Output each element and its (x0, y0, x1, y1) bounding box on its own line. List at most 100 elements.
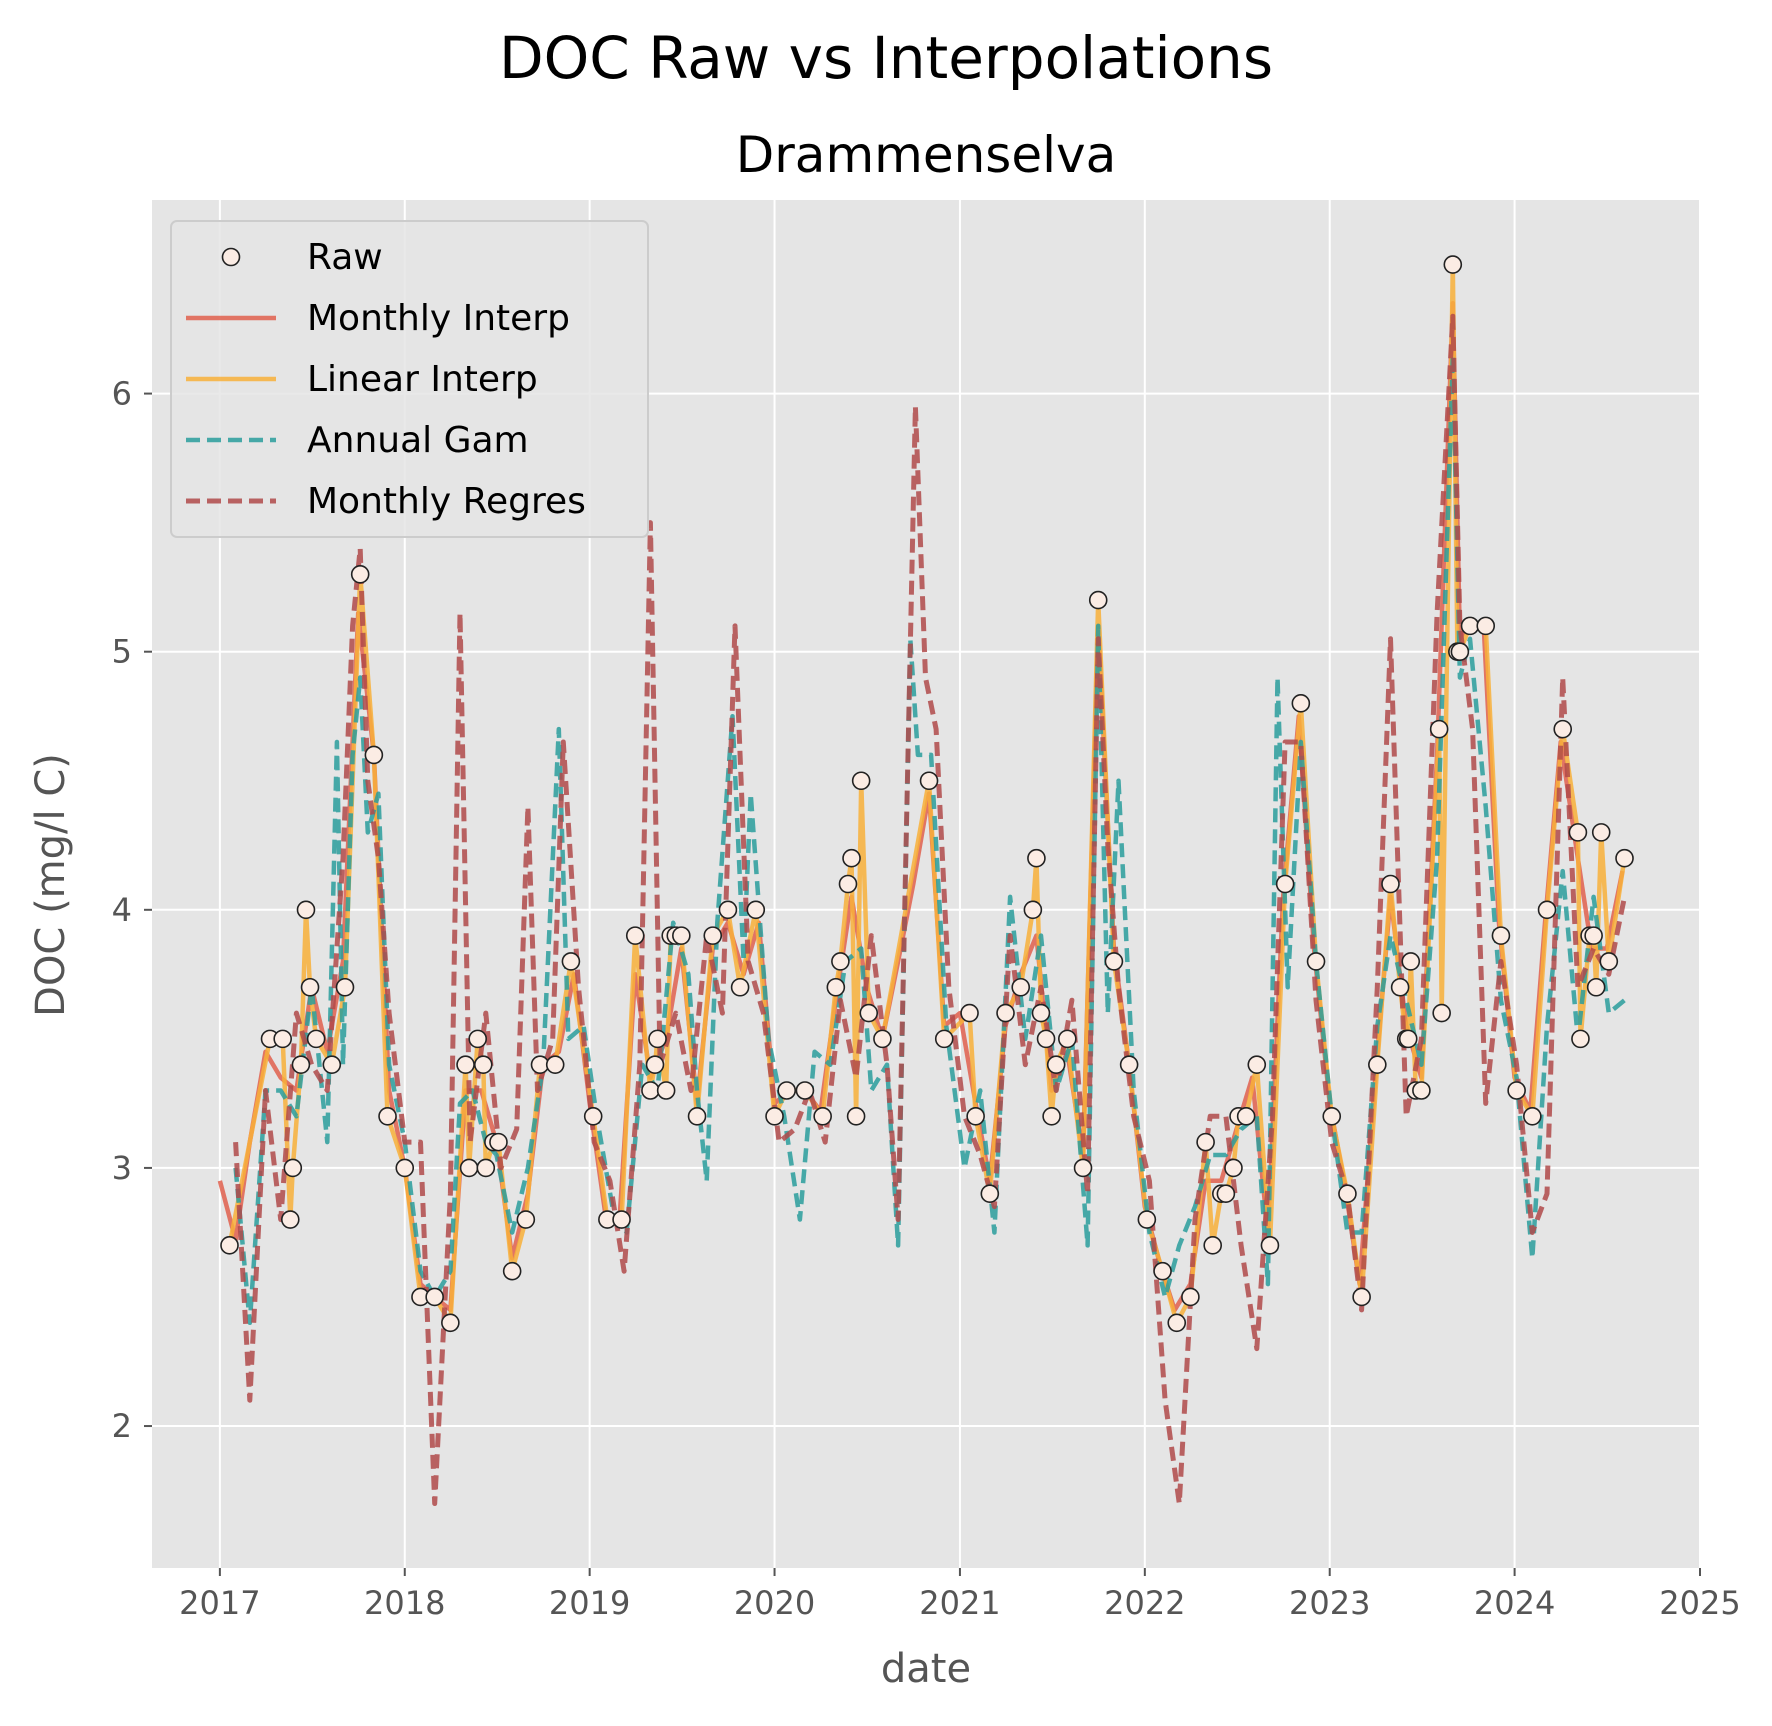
raw-point (291, 1055, 311, 1074)
raw-point (1042, 1107, 1061, 1126)
raw-point (1599, 952, 1619, 971)
raw-point (1523, 1107, 1542, 1126)
raw-point (335, 977, 355, 997)
y-tick-label: 4 (112, 891, 132, 929)
raw-point (656, 1081, 676, 1100)
raw-point (777, 1081, 797, 1100)
raw-point (1412, 1081, 1431, 1100)
raw-point (364, 745, 384, 765)
raw-point (545, 1055, 565, 1074)
raw-point (1203, 1236, 1223, 1255)
x-tick-label: 2022 (1104, 1584, 1185, 1622)
raw-point (473, 1055, 493, 1074)
raw-point (838, 874, 858, 894)
raw-point (561, 952, 581, 971)
raw-point (1224, 1158, 1243, 1178)
raw-point (966, 1107, 985, 1126)
raw-point (322, 1055, 342, 1074)
raw-point (1443, 255, 1463, 274)
y-axis-label: DOC (mg/l C) (28, 753, 74, 1017)
raw-point (1591, 823, 1611, 842)
raw-point (980, 1184, 1000, 1204)
raw-point (846, 1107, 866, 1126)
raw-point (1260, 1236, 1280, 1255)
y-tick-label: 3 (112, 1149, 132, 1187)
raw-point (996, 1003, 1015, 1023)
ticks-layer: 2017 2018 2019 2020 2021 2022 2023 2024 2025 2 3 4 5… (112, 375, 1741, 1622)
raw-point (468, 1029, 488, 1049)
raw-point (765, 1107, 784, 1126)
raw-point (1460, 616, 1480, 636)
raw-point (1381, 874, 1400, 894)
raw-point (273, 1029, 292, 1049)
raw-point (1390, 977, 1410, 997)
chart-title: DOC Raw vs Interpolations (499, 24, 1273, 92)
x-tick-label: 2023 (1289, 1584, 1370, 1622)
chart-subtitle: Drammenselva (736, 126, 1117, 184)
y-tick-label: 6 (112, 375, 132, 413)
x-tick-label: 2018 (364, 1584, 445, 1622)
raw-point (645, 1055, 665, 1074)
x-tick-label: 2024 (1474, 1584, 1555, 1622)
raw-point (1167, 1313, 1187, 1333)
raw-point (1058, 1029, 1077, 1049)
raw-point (489, 1132, 508, 1152)
raw-point (1352, 1287, 1371, 1307)
x-axis-label: date (881, 1646, 971, 1692)
raw-point (703, 926, 723, 945)
raw-point (1031, 1003, 1051, 1023)
raw-point (1368, 1055, 1387, 1074)
legend-label: Linear Interp (307, 359, 538, 400)
raw-point (1338, 1184, 1357, 1204)
raw-point (730, 977, 750, 997)
raw-point (648, 1029, 667, 1049)
raw-point (718, 900, 738, 920)
raw-point (280, 1210, 300, 1229)
raw-point (1073, 1158, 1093, 1178)
raw-point (456, 1055, 475, 1074)
raw-point (826, 977, 846, 997)
raw-point (441, 1313, 460, 1333)
raw-point (516, 1210, 536, 1229)
legend-marker-raw (221, 247, 241, 267)
legend-box (170, 220, 649, 538)
x-tick-label: 2017 (179, 1584, 260, 1622)
raw-point (1119, 1055, 1139, 1074)
raw-point (476, 1158, 496, 1178)
raw-point (934, 1029, 954, 1049)
raw-point (1216, 1184, 1236, 1204)
raw-point (1450, 642, 1470, 661)
legend-label: Annual Gam (307, 420, 529, 461)
raw-point (1586, 977, 1606, 997)
legend-label: Monthly Regres (307, 481, 586, 522)
raw-point (1196, 1132, 1215, 1152)
series-layer (217, 255, 1634, 1506)
raw-point (672, 926, 691, 945)
x-tick-label: 2020 (734, 1584, 815, 1622)
y-tick-label: 2 (112, 1407, 132, 1445)
raw-point (851, 771, 871, 791)
raw-point (1291, 694, 1311, 713)
raw-point (1491, 926, 1511, 945)
raw-point (1181, 1287, 1200, 1307)
raw-point (687, 1107, 707, 1126)
raw-point (283, 1158, 303, 1178)
raw-point (1432, 1003, 1451, 1023)
raw-point (625, 926, 645, 945)
raw-point (1036, 1029, 1056, 1049)
raw-point (300, 977, 320, 997)
raw-point (795, 1081, 815, 1100)
raw-point (842, 848, 861, 868)
raw-point (1088, 590, 1108, 610)
raw-point (1306, 952, 1326, 971)
raw-point (641, 1081, 660, 1100)
raw-point (502, 1261, 522, 1281)
raw-point (1537, 900, 1557, 920)
raw-point (1476, 616, 1496, 636)
raw-point (350, 564, 370, 584)
raw-point (1571, 1029, 1590, 1049)
raw-point (1584, 926, 1603, 945)
raw-point (1137, 1210, 1157, 1229)
